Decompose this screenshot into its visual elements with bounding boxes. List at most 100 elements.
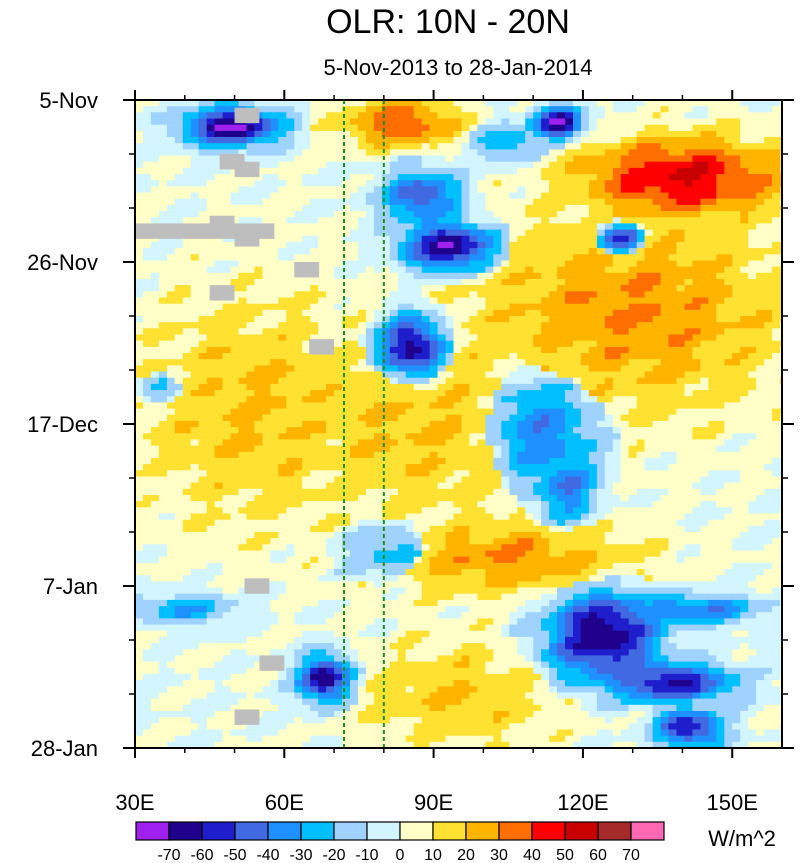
heatmap-cell bbox=[286, 248, 295, 255]
heatmap-cell bbox=[517, 359, 526, 366]
heatmap-cell bbox=[692, 186, 701, 194]
heatmap-cell bbox=[740, 445, 749, 453]
heatmap-cell bbox=[397, 248, 407, 255]
heatmap-cell bbox=[588, 266, 598, 274]
heatmap-cell bbox=[150, 309, 160, 317]
heatmap-cell bbox=[413, 427, 423, 434]
heatmap-cell bbox=[668, 346, 678, 354]
heatmap-cell bbox=[541, 445, 550, 453]
heatmap-cell bbox=[668, 309, 678, 317]
heatmap-cell bbox=[652, 451, 662, 459]
heatmap-cell bbox=[230, 204, 240, 212]
heatmap-cell bbox=[445, 149, 455, 157]
heatmap-cell bbox=[541, 420, 550, 428]
heatmap-cell bbox=[525, 291, 534, 299]
heatmap-cell bbox=[700, 285, 709, 292]
heatmap-cell bbox=[270, 377, 279, 385]
heatmap-cell bbox=[620, 143, 630, 150]
heatmap-cell bbox=[604, 118, 614, 126]
heatmap-cell bbox=[501, 457, 510, 465]
heatmap-cell bbox=[334, 445, 343, 453]
heatmap-cell bbox=[716, 340, 725, 348]
heatmap-cell bbox=[676, 402, 686, 410]
heatmap-cell bbox=[612, 112, 622, 120]
heatmap-cell bbox=[405, 266, 415, 274]
heatmap-cell bbox=[541, 470, 550, 478]
heatmap-cell bbox=[509, 396, 518, 403]
heatmap-cell bbox=[254, 445, 263, 453]
heatmap-cell bbox=[660, 439, 670, 447]
heatmap-cell bbox=[612, 167, 622, 175]
heatmap-cell bbox=[557, 340, 566, 348]
heatmap-cell bbox=[764, 346, 773, 354]
heatmap-cell bbox=[421, 353, 431, 360]
heatmap-cell bbox=[668, 112, 678, 120]
heatmap-cell bbox=[198, 279, 208, 286]
heatmap-cell bbox=[302, 316, 311, 323]
heatmap-cell bbox=[493, 427, 502, 434]
heatmap-cell bbox=[405, 433, 415, 441]
heatmap-cell bbox=[684, 365, 694, 373]
heatmap-cell bbox=[485, 161, 494, 169]
heatmap-cell bbox=[565, 223, 574, 231]
heatmap-cell bbox=[724, 291, 733, 299]
heatmap-cell bbox=[350, 464, 359, 471]
heatmap-cell bbox=[636, 402, 646, 410]
heatmap-cell bbox=[262, 211, 271, 218]
heatmap-cell bbox=[342, 328, 351, 336]
heatmap-cell bbox=[389, 112, 399, 120]
heatmap-cell bbox=[270, 217, 279, 225]
heatmap-cell bbox=[628, 457, 638, 465]
heatmap-cell bbox=[565, 340, 574, 348]
heatmap-cell bbox=[150, 340, 160, 348]
heatmap-cell bbox=[708, 309, 717, 317]
heatmap-cell bbox=[174, 445, 184, 453]
heatmap-cell bbox=[262, 112, 271, 120]
heatmap-cell bbox=[580, 457, 590, 465]
heatmap-cell bbox=[246, 130, 256, 138]
heatmap-cell bbox=[565, 174, 574, 181]
heatmap-cell bbox=[501, 427, 510, 434]
heatmap-cell bbox=[740, 149, 749, 157]
heatmap-cell bbox=[413, 309, 423, 317]
heatmap-cell bbox=[230, 464, 240, 471]
heatmap-cell bbox=[302, 340, 311, 348]
heatmap-cell bbox=[628, 137, 638, 144]
heatmap-cell bbox=[166, 316, 176, 323]
heatmap-cell bbox=[732, 180, 741, 187]
heatmap-cell bbox=[596, 204, 606, 212]
heatmap-cell bbox=[302, 390, 311, 397]
heatmap-cell bbox=[397, 390, 407, 397]
heatmap-cell bbox=[143, 390, 152, 397]
heatmap-cell bbox=[143, 445, 152, 453]
heatmap-cell bbox=[724, 328, 733, 336]
heatmap-cell bbox=[756, 359, 765, 366]
heatmap-cell bbox=[222, 402, 232, 410]
heatmap-cell bbox=[174, 396, 184, 403]
heatmap-cell bbox=[326, 322, 335, 329]
heatmap-cell bbox=[214, 414, 224, 422]
chart-title: OLR: 10N - 20N bbox=[326, 3, 570, 41]
heatmap-cell bbox=[549, 124, 558, 132]
heatmap-cell bbox=[214, 303, 224, 311]
heatmap-cell bbox=[549, 118, 558, 126]
heatmap-cell bbox=[525, 390, 534, 397]
heatmap-cell bbox=[270, 186, 279, 194]
heatmap-cell bbox=[644, 106, 654, 113]
heatmap-cell bbox=[644, 322, 654, 329]
heatmap-cell bbox=[421, 254, 431, 262]
heatmap-cell bbox=[358, 291, 367, 299]
heatmap-cell bbox=[350, 118, 359, 126]
heatmap-cell bbox=[588, 396, 598, 403]
heatmap-cell bbox=[676, 297, 686, 305]
heatmap-cell bbox=[214, 377, 224, 385]
heatmap-cell bbox=[748, 155, 757, 163]
heatmap-cell bbox=[477, 124, 486, 132]
heatmap-cell bbox=[700, 180, 709, 187]
heatmap-cell bbox=[437, 143, 447, 150]
heatmap-cell bbox=[397, 346, 407, 354]
heatmap-cell bbox=[517, 346, 526, 354]
heatmap-cell bbox=[143, 322, 152, 329]
heatmap-cell bbox=[334, 124, 343, 132]
heatmap-cell bbox=[565, 451, 574, 459]
